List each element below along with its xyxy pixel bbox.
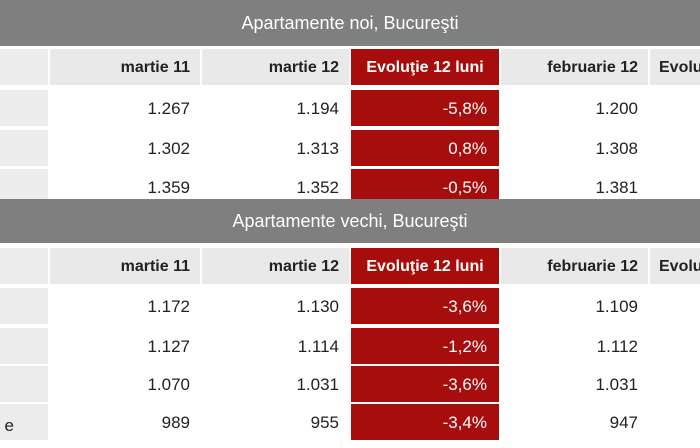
cell-value: 1.313 — [296, 139, 339, 158]
column-header-evolution: Evoluţie 12 luni — [351, 248, 499, 284]
row-label — [0, 328, 48, 364]
row-label — [0, 130, 48, 166]
cell-value: 1.381 — [595, 178, 638, 197]
cell-value: 1.130 — [296, 297, 339, 316]
cell-value: 1.070 — [147, 375, 190, 394]
table-row: 1.127 1.114 -1,2% 1.112 — [0, 328, 700, 366]
cell-value: 1.112 — [596, 337, 638, 356]
cell-value: 1.031 — [296, 375, 339, 394]
table-row: 1.070 1.031 -3,6% 1.031 — [0, 366, 700, 404]
table-row: 1.172 1.130 -3,6% 1.109 — [0, 288, 700, 326]
cell-value: 1.127 — [147, 337, 190, 356]
table-row: 1.302 1.313 0,8% 1.308 — [0, 130, 700, 168]
column-header: februarie 12 — [501, 248, 648, 284]
cell-evolution: -5,8% — [351, 90, 499, 126]
cell-value: 1.359 — [147, 178, 190, 197]
cell-evolution: -3,4% — [351, 404, 499, 440]
section-title-new-apartments: Apartamente noi, Bucureşti — [0, 0, 700, 46]
row-label-header — [0, 49, 48, 85]
cell-value: 989 — [161, 413, 190, 432]
cell-evolution: 0,8% — [351, 130, 499, 166]
cell-value: 1.194 — [296, 99, 339, 118]
cell-evolution: -3,6% — [351, 288, 499, 324]
cell-value: 1.200 — [595, 99, 638, 118]
column-header: martie 12 — [202, 248, 349, 284]
row-label — [0, 366, 48, 402]
table-header-row: martie 11 martie 12 Evoluţie 12 luni feb… — [0, 49, 700, 87]
cell-value: 1.267 — [147, 99, 190, 118]
cell-value: 1.114 — [297, 337, 339, 356]
cell-value: 947 — [609, 413, 638, 432]
cell-evolution: -3,6% — [351, 366, 499, 402]
cell-value: 1.302 — [147, 139, 190, 158]
column-header: martie 12 — [202, 49, 349, 85]
row-label: e — [0, 404, 48, 440]
cell-value: 955 — [310, 413, 339, 432]
row-label — [0, 90, 48, 126]
table-row: e 989 955 -3,4% 947 — [0, 404, 700, 442]
column-header: Evolu — [650, 248, 700, 284]
cell-value: 1.031 — [595, 375, 638, 394]
row-label-header — [0, 248, 48, 284]
column-header: februarie 12 — [501, 49, 648, 85]
column-header: Evolu — [650, 49, 700, 85]
table-row: 1.267 1.194 -5,8% 1.200 — [0, 90, 700, 128]
column-header: martie 11 — [50, 248, 200, 284]
cell-value: 1.308 — [595, 139, 638, 158]
cell-value: 1.109 — [595, 297, 638, 316]
section-title-old-apartments: Apartamente vechi, Bucureşti — [0, 199, 700, 243]
table-header-row: martie 11 martie 12 Evoluţie 12 luni feb… — [0, 248, 700, 286]
column-header-evolution: Evoluţie 12 luni — [351, 49, 499, 85]
table-row: 1.359 1.352 -0,5% 1.381 — [0, 169, 700, 207]
column-header: martie 11 — [50, 49, 200, 85]
cell-value: 1.172 — [147, 297, 190, 316]
row-label — [0, 288, 48, 324]
cell-evolution: -1,2% — [351, 328, 499, 364]
cell-value: 1.352 — [296, 178, 339, 197]
